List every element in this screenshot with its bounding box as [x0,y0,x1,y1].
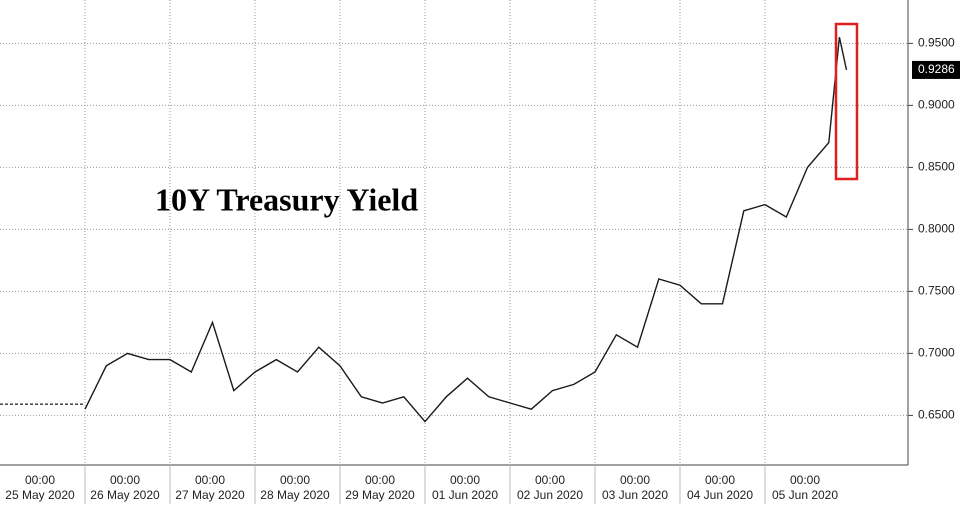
x-tick-label: 01 Jun 2020 [432,488,498,502]
x-tick-time: 00:00 [790,473,820,487]
chart-title: 10Y Treasury Yield [155,181,418,217]
x-tick-label: 02 Jun 2020 [517,488,583,502]
x-tick-time: 00:00 [195,473,225,487]
y-tick-label: 0.7000 [918,346,955,360]
x-tick-time: 00:00 [365,473,395,487]
x-tick-label: 26 May 2020 [90,488,160,502]
x-tick-time: 00:00 [110,473,140,487]
x-tick-time: 00:00 [280,473,310,487]
y-tick-label: 0.9000 [918,98,955,112]
last-value-label: 0.9286 [918,62,955,76]
x-tick-label: 28 May 2020 [260,488,330,502]
x-tick-time: 00:00 [620,473,650,487]
x-tick-label: 29 May 2020 [345,488,415,502]
x-tick-label: 03 Jun 2020 [602,488,668,502]
x-tick-time: 00:00 [450,473,480,487]
x-tick-label: 05 Jun 2020 [772,488,838,502]
x-tick-label: 27 May 2020 [175,488,245,502]
line-series [84,37,848,423]
x-tick-label: 04 Jun 2020 [687,488,753,502]
y-tick-label: 0.9500 [918,36,955,50]
y-tick-label: 0.8500 [918,160,955,174]
x-tick-label: 25 May 2020 [5,488,75,502]
y-tick-label: 0.7500 [918,284,955,298]
x-tick-time: 00:00 [25,473,55,487]
highlight-box [834,22,859,181]
x-tick-time: 00:00 [705,473,735,487]
y-tick-label: 0.6500 [918,408,955,422]
y-tick-label: 0.8000 [918,222,955,236]
x-tick-time: 00:00 [535,473,565,487]
last-value-box [912,60,960,79]
